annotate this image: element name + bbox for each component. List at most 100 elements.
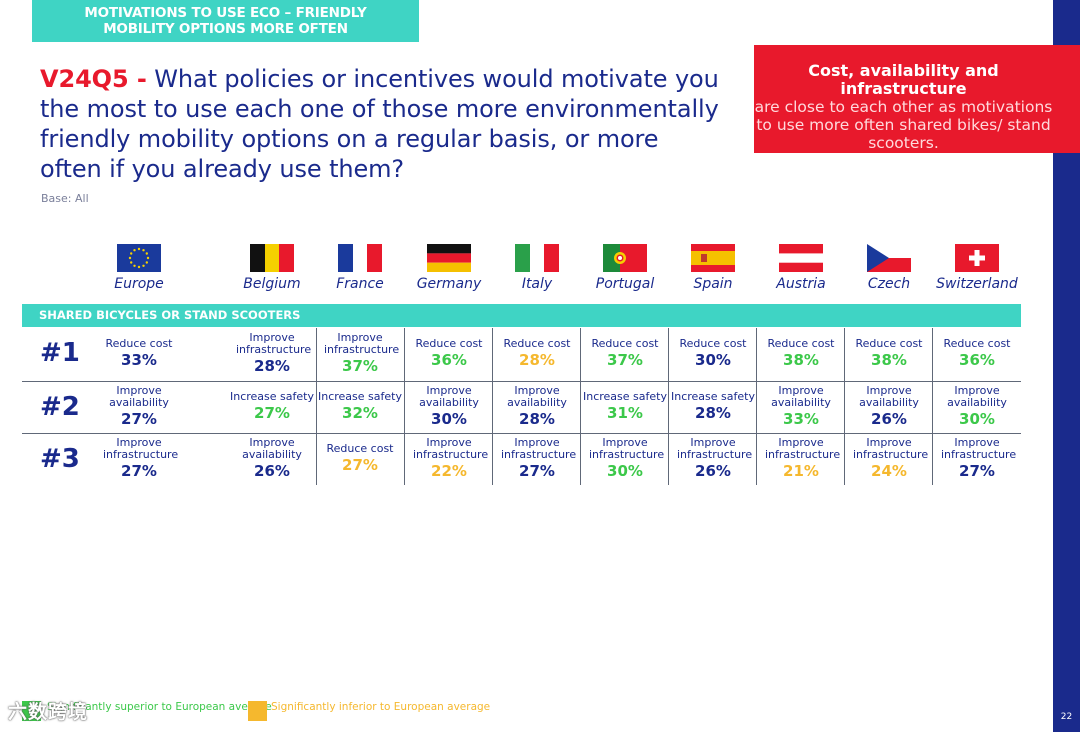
cell-percentage: 33%: [121, 351, 157, 369]
cell-motivation: Increase safety: [230, 390, 314, 403]
cell-percentage: 26%: [695, 462, 731, 480]
question-body: What policies or incentives would motiva…: [40, 65, 719, 183]
cell-motivation: Reduce cost: [415, 337, 483, 350]
question-code: V24Q5 -: [40, 65, 147, 93]
cell-percentage: 27%: [254, 404, 290, 422]
cell-motivation: Improve availability: [947, 384, 1007, 409]
table-cell: Reduce cost 38%: [757, 338, 845, 369]
cell-motivation: Improve availability: [419, 384, 479, 409]
cell-motivation: Improve infrastructure: [413, 436, 489, 461]
cell-motivation: Improve infrastructure: [765, 436, 841, 461]
country-label-europe: Europe: [114, 276, 164, 292]
flag-czech-icon: [867, 244, 911, 272]
cell-motivation: Improve availability: [109, 384, 169, 409]
cell-motivation: Reduce cost: [326, 442, 394, 455]
cell-motivation: Reduce cost: [943, 337, 1011, 350]
table-cell: Reduce cost 30%: [669, 338, 757, 369]
country-label-germany: Germany: [416, 276, 482, 292]
legend-superior-label: Significantly superior to European avera…: [47, 701, 272, 713]
callout-body: are close to each other as motivations t…: [754, 98, 1053, 152]
flag-italy-icon: [515, 244, 559, 272]
cell-motivation: Increase safety: [583, 390, 667, 403]
question-text: V24Q5 - What policies or incentives woul…: [40, 64, 720, 184]
cell-percentage: 31%: [607, 404, 643, 422]
cell-percentage: 32%: [342, 404, 378, 422]
cell-percentage: 28%: [519, 410, 555, 428]
cell-percentage: 30%: [695, 351, 731, 369]
banner-line-1: MOTIVATIONS TO USE ECO – FRIENDLY: [84, 5, 367, 21]
table-cell: Reduce cost 27%: [316, 443, 404, 474]
column-divider: [932, 328, 933, 485]
column-divider: [316, 328, 317, 485]
table-cell: Improve availability 30%: [405, 385, 493, 428]
table-cell: Improve infrastructure 27%: [493, 437, 581, 480]
banner-line-2: MOBILITY OPTIONS MORE OFTEN: [103, 21, 348, 37]
rank-label: #2: [40, 392, 80, 422]
cell-percentage: 27%: [121, 410, 157, 428]
cell-motivation: Improve infrastructure: [853, 436, 929, 461]
table-cell: Improve infrastructure 27%: [95, 437, 183, 480]
cell-percentage: 30%: [431, 410, 467, 428]
column-divider: [492, 328, 493, 485]
cell-motivation: Improve availability: [507, 384, 567, 409]
cell-percentage: 28%: [519, 351, 555, 369]
cell-percentage: 26%: [871, 410, 907, 428]
cell-motivation: Improve infrastructure: [941, 436, 1017, 461]
table-cell: Improve infrastructure 28%: [228, 332, 316, 375]
table-cell: Increase safety 32%: [316, 391, 404, 422]
cell-motivation: Increase safety: [318, 390, 402, 403]
cell-motivation: Improve availability: [859, 384, 919, 409]
rank-label: #1: [40, 338, 80, 368]
insight-callout: Cost, availability and infrastructure ar…: [754, 45, 1053, 153]
table-cell: Increase safety 31%: [581, 391, 669, 422]
cell-percentage: 27%: [342, 456, 378, 474]
flag-switzerland-icon: [955, 244, 999, 272]
cell-percentage: 37%: [607, 351, 643, 369]
cell-percentage: 22%: [431, 462, 467, 480]
cell-percentage: 36%: [431, 351, 467, 369]
cell-percentage: 27%: [121, 462, 157, 480]
table-cell: Increase safety 28%: [669, 391, 757, 422]
table-cell: Increase safety 27%: [228, 391, 316, 422]
cell-motivation: Improve infrastructure: [103, 436, 179, 461]
country-label-austria: Austria: [776, 276, 826, 292]
flag-spain-icon: [691, 244, 735, 272]
country-label-portugal: Portugal: [595, 276, 655, 292]
legend-inferior-label: Significantly inferior to European avera…: [271, 701, 491, 713]
cell-percentage: 28%: [695, 404, 731, 422]
flag-belgium-icon: [250, 244, 294, 272]
page-number: 22: [1060, 712, 1073, 722]
cell-percentage: 30%: [607, 462, 643, 480]
cell-motivation: Improve infrastructure: [324, 331, 400, 356]
table-cell: Improve infrastructure 30%: [581, 437, 669, 480]
table-cell: Improve infrastructure 21%: [757, 437, 845, 480]
cell-percentage: 24%: [871, 462, 907, 480]
table-cell: Improve infrastructure 22%: [405, 437, 493, 480]
flag-france-icon: [338, 244, 382, 272]
table-cell: Improve availability 28%: [493, 385, 581, 428]
cell-motivation: Improve availability: [771, 384, 831, 409]
table-cell: Improve availability 30%: [933, 385, 1021, 428]
row-divider: [22, 433, 1021, 434]
cell-motivation: Reduce cost: [105, 337, 173, 350]
cell-percentage: 21%: [783, 462, 819, 480]
flag-portugal-icon: [603, 244, 647, 272]
section-banner: MOTIVATIONS TO USE ECO – FRIENDLY MOBILI…: [32, 0, 419, 42]
country-label-spain: Spain: [693, 276, 733, 292]
table-cell: Reduce cost 33%: [95, 338, 183, 369]
column-divider: [580, 328, 581, 485]
cell-motivation: Improve infrastructure: [677, 436, 753, 461]
table-cell: Improve infrastructure 26%: [669, 437, 757, 480]
table-cell: Reduce cost 36%: [405, 338, 493, 369]
base-note: Base: All: [41, 192, 89, 205]
table-cell: Improve availability 27%: [95, 385, 183, 428]
table-cell: Reduce cost 36%: [933, 338, 1021, 369]
right-edge-bar: [1053, 0, 1080, 732]
cell-percentage: 38%: [871, 351, 907, 369]
cell-percentage: 30%: [959, 410, 995, 428]
cell-percentage: 38%: [783, 351, 819, 369]
column-divider: [668, 328, 669, 485]
callout-headline: Cost, availability and infrastructure: [808, 61, 999, 98]
cell-motivation: Reduce cost: [591, 337, 659, 350]
cell-percentage: 27%: [959, 462, 995, 480]
